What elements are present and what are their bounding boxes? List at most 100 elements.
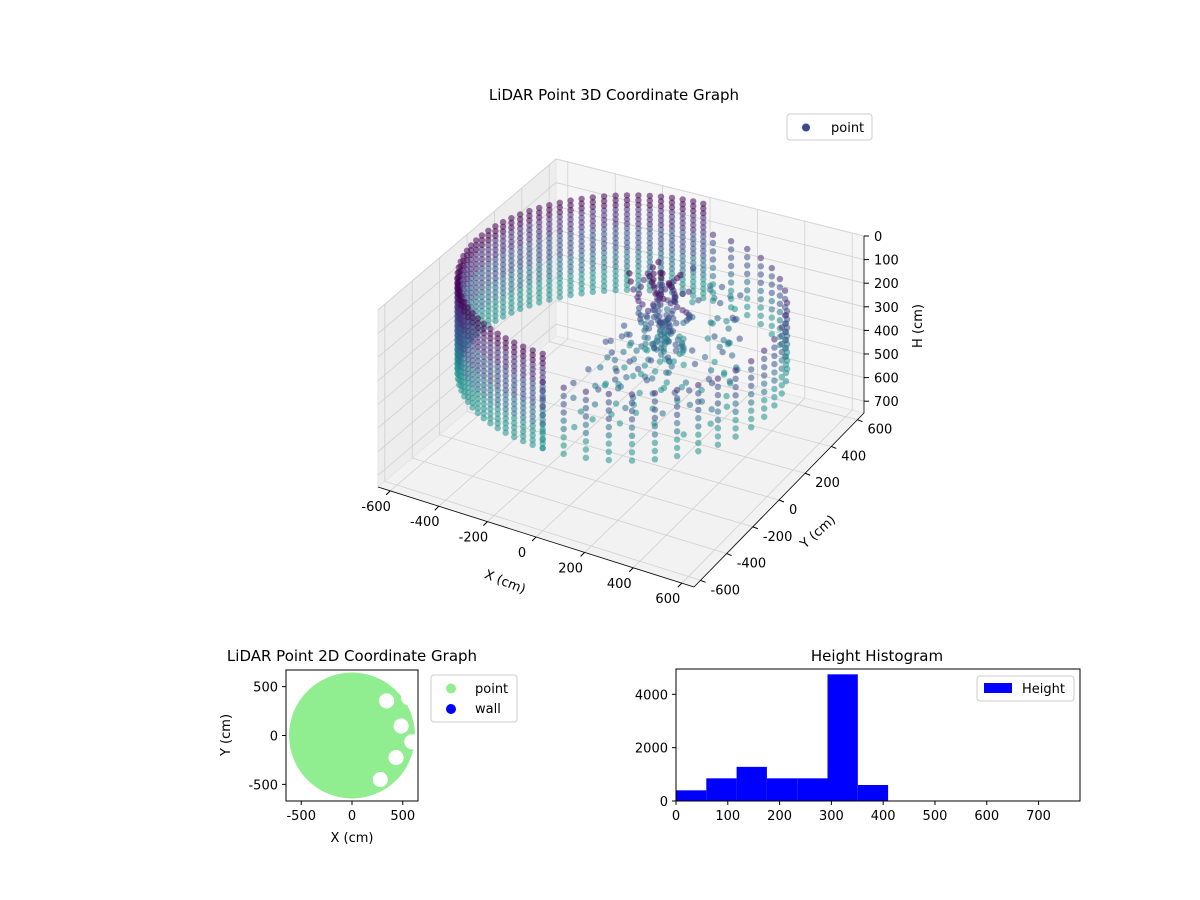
data-point-3d xyxy=(480,353,487,360)
data-point-3d xyxy=(595,386,602,393)
histogram-bar xyxy=(706,778,737,801)
data-point-3d xyxy=(748,399,755,406)
data-point-3d xyxy=(494,424,501,432)
data-point-3d xyxy=(492,284,499,291)
data-point-3d xyxy=(628,416,636,423)
data-point-3d xyxy=(494,339,501,347)
data-point-3d xyxy=(700,290,707,297)
data-point-3d xyxy=(480,410,487,417)
data-point-3d xyxy=(536,209,543,216)
data-point-3d xyxy=(761,413,768,420)
data-point-3d xyxy=(492,317,499,324)
data-point-3d xyxy=(591,401,599,408)
data-point-3d xyxy=(517,244,524,251)
x-tick-3d xyxy=(531,536,537,542)
data-point-3d xyxy=(757,271,764,278)
data-point-3d xyxy=(600,221,608,228)
data-point-3d xyxy=(673,320,680,327)
data-point-3d xyxy=(502,344,509,351)
data-point-3d xyxy=(709,272,717,280)
data-point-3d xyxy=(646,258,653,266)
y-tick-label-histogram: 0 xyxy=(660,795,668,810)
y-tick-label-3d: 0 xyxy=(789,503,797,518)
data-point-3d xyxy=(473,284,480,291)
data-point-3d xyxy=(556,256,563,263)
data-point-3d xyxy=(502,405,509,413)
y-tick-label-2d: 0 xyxy=(270,730,278,745)
data-point-3d xyxy=(508,309,515,316)
data-point-3d xyxy=(494,363,501,370)
data-point-3d xyxy=(612,192,619,199)
data-point-3d xyxy=(480,320,487,327)
z-tick-label-3d: 300 xyxy=(874,301,899,316)
data-point-3d xyxy=(612,216,619,223)
data-point-3d xyxy=(478,246,486,253)
data-point-3d xyxy=(605,448,612,455)
data-point-3d xyxy=(480,391,487,398)
chart-3d-axes: -600-400-2000200400600-600-400-200020040… xyxy=(361,230,898,607)
data-point-3d xyxy=(761,397,768,404)
data-point-3d xyxy=(732,392,739,399)
legend-2d-label-wall: wall xyxy=(475,702,501,717)
data-point-3d xyxy=(511,348,518,356)
data-point-3d xyxy=(539,383,546,390)
y-axis-label-3d: Y (cm) xyxy=(797,513,839,553)
data-point-3d xyxy=(539,360,546,367)
data-point-3d xyxy=(641,362,648,369)
data-point-3d xyxy=(546,225,553,232)
data-point-3d xyxy=(658,386,665,394)
data-point-3d xyxy=(539,378,546,386)
data-point-3d xyxy=(526,212,533,219)
data-point-3d xyxy=(612,286,619,294)
data-point-3d xyxy=(567,282,574,289)
data-point-3d xyxy=(757,320,764,328)
data-point-3d xyxy=(589,194,596,201)
data-point-3d xyxy=(628,407,636,415)
data-point-3d xyxy=(757,287,764,295)
data-point-3d xyxy=(478,303,486,310)
data-point-3d xyxy=(469,366,476,373)
data-point-3d xyxy=(700,243,707,250)
data-point-3d xyxy=(499,294,507,301)
data-point-3d xyxy=(478,307,486,315)
data-point-3d xyxy=(714,383,722,391)
data-point-3d xyxy=(600,245,608,252)
data-point-3d xyxy=(582,454,590,461)
data-point-3d xyxy=(714,315,721,322)
data-point-3d xyxy=(492,251,499,258)
data-point-3d xyxy=(517,258,524,265)
data-point-3d xyxy=(499,280,507,287)
data-point-3d xyxy=(492,242,499,249)
data-point-3d xyxy=(690,231,697,238)
data-point-3d xyxy=(539,435,546,442)
data-point-3d xyxy=(605,423,612,431)
data-point-3d xyxy=(502,335,509,342)
data-point-3d xyxy=(635,253,642,260)
data-point-3d xyxy=(623,286,631,293)
data-point-3d xyxy=(690,240,697,248)
data-point-3d xyxy=(487,372,494,380)
data-point-3d xyxy=(612,376,619,383)
data-point-3d xyxy=(460,252,467,260)
data-point-3d xyxy=(657,250,665,257)
data-point-3d xyxy=(651,398,659,405)
data-point-3d xyxy=(494,330,501,337)
data-point-3d xyxy=(679,238,686,246)
legend-histogram-swatch xyxy=(984,683,1012,693)
data-point-3d xyxy=(651,414,659,422)
data-point-3d xyxy=(539,411,546,419)
data-point-3d xyxy=(556,251,563,258)
data-point-3d xyxy=(720,371,728,378)
data-point-3d xyxy=(604,354,611,361)
data-point-3d xyxy=(695,390,702,397)
data-point-3d xyxy=(520,362,527,369)
data-point-3d xyxy=(726,378,733,385)
data-point-3d xyxy=(494,410,501,418)
data-point-3d xyxy=(536,256,543,264)
data-point-3d xyxy=(744,295,751,302)
data-point-3d xyxy=(679,219,686,227)
data-point-3d xyxy=(536,247,543,254)
data-point-3d xyxy=(589,274,596,281)
data-point-3d xyxy=(469,361,476,369)
y-tick-label-3d: 200 xyxy=(815,476,840,491)
